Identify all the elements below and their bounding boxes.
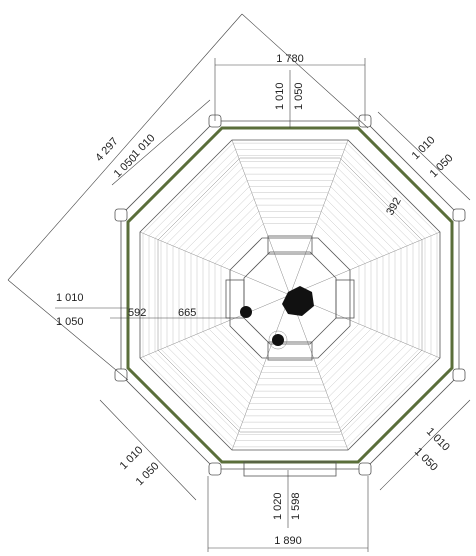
decking-board (190, 192, 390, 398)
decking-board (148, 149, 432, 441)
corner-post (114, 208, 128, 222)
stove-icon (282, 286, 314, 316)
chimney-hole-bottom (272, 334, 284, 346)
dim-bottom-overall: 1 890 (274, 535, 302, 547)
dim-top-a: 1 010 (274, 82, 286, 110)
dim-left-inner-1: 592 (128, 307, 146, 319)
outer-wall (126, 126, 454, 464)
chimney-ring-bottom (268, 330, 288, 350)
dim-line-diagonal (7, 13, 243, 281)
decking-board (208, 211, 372, 379)
dim-diagonal-overall: 4 297 (93, 136, 120, 164)
entrance-step (243, 461, 337, 477)
dim-upper-right-a: 1 010 (410, 134, 438, 162)
decking-board (160, 161, 420, 429)
decking-board (166, 167, 414, 423)
dim-lower-right-a: 1 010 (424, 426, 452, 454)
decking-hatch (139, 139, 441, 451)
dim-left-b: 1 050 (56, 316, 84, 328)
dim-top-b: 1 050 (293, 82, 305, 110)
hub-block-top (267, 235, 313, 255)
dim-top-overall: 1 780 (276, 53, 304, 65)
central-hub-outer (229, 237, 351, 359)
dim-line-lower-left (99, 399, 197, 501)
dim-line-upper-left (111, 99, 211, 186)
dim-line-upper-right (377, 111, 471, 201)
decking-board (220, 223, 360, 367)
floor-edge (157, 157, 423, 433)
decking-board (178, 180, 402, 410)
dim-lower-left-a: 1 010 (118, 444, 146, 472)
dim-ext-diag-top (241, 13, 369, 129)
bench-line (139, 139, 441, 451)
dim-ext-diag-bottom (7, 279, 129, 381)
dim-left-a: 1 010 (56, 292, 84, 304)
decking-board (172, 173, 408, 417)
hub-block-right (335, 279, 355, 319)
decking-board (202, 204, 378, 386)
dim-upper-right-b: 1 050 (428, 152, 456, 180)
decking-board (142, 142, 438, 448)
decking-board (196, 198, 384, 392)
corner-post (208, 462, 222, 476)
chimney-hole-left (240, 306, 252, 318)
hub-block-left (225, 279, 245, 319)
corner-post (452, 208, 466, 222)
dim-lower-right-b: 1 050 (412, 446, 440, 474)
hub-block-bottom (267, 341, 313, 361)
dim-line-lower-right (379, 399, 471, 491)
decking-board (184, 186, 396, 404)
decking-board (214, 217, 366, 373)
dim-bottom-b: 1 598 (290, 492, 302, 520)
corner-post (452, 368, 466, 382)
corner-post (358, 462, 372, 476)
decking-board (154, 155, 426, 435)
dim-left-inner-2: 665 (178, 307, 196, 319)
dim-bottom-a: 1 020 (272, 492, 284, 520)
dim-lower-left-b: 1 050 (134, 460, 162, 488)
